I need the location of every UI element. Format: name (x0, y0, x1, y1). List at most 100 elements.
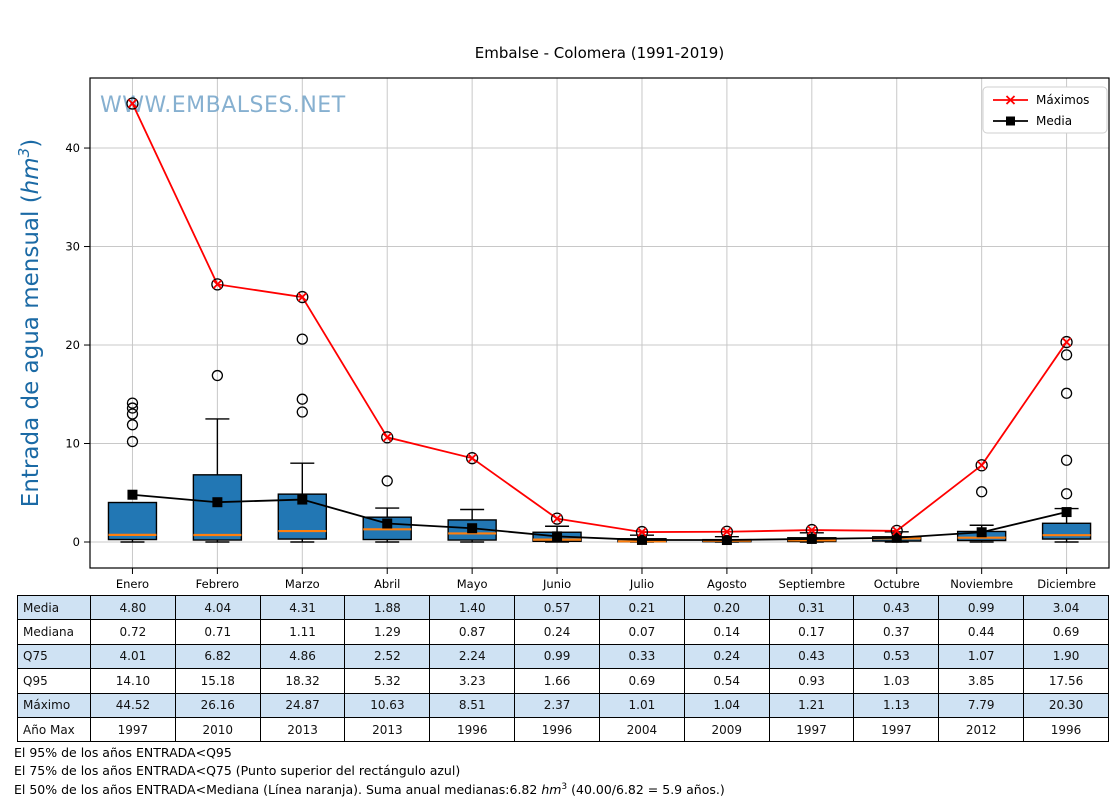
table-cell: 0.53 (853, 643, 940, 670)
watermark: WWW.EMBALSES.NET (100, 93, 346, 118)
table-cell: 3.04 (1023, 594, 1109, 621)
y-tick-label: 20 (65, 338, 80, 352)
table-cell: 1997 (768, 716, 855, 743)
table-cell: 1996 (514, 716, 600, 743)
table-cell: 1996 (1023, 716, 1109, 743)
table-cell: 2.52 (344, 643, 431, 670)
outlier-point (211, 369, 224, 382)
y-tick-label: 10 (65, 437, 80, 451)
table-cell: 1.01 (598, 692, 685, 718)
plot-frame (89, 77, 1110, 569)
note-q75: El 75% de los años ENTRADA<Q75 (Punto su… (14, 762, 461, 778)
table-cell: 0.17 (768, 619, 855, 645)
table-cell: 1.88 (344, 594, 431, 621)
legend: Máximos Media (982, 86, 1108, 134)
table-cell: 5.32 (344, 668, 431, 694)
table-cell: 0.57 (514, 594, 600, 621)
table-cell: 26.16 (174, 692, 261, 718)
media-marker (1061, 507, 1072, 518)
media-marker (806, 533, 817, 544)
table-cell: 4.01 (90, 643, 176, 670)
table-cell: 0.14 (683, 619, 770, 645)
table-cell: 0.43 (768, 643, 855, 670)
max-outlier-circle (381, 431, 394, 444)
table-row-label: Media (17, 594, 91, 621)
boxplot-diciembre (1041, 349, 1092, 543)
max-outlier-circle (1060, 335, 1073, 349)
table-cell: 0.99 (938, 594, 1025, 621)
x-tick-label: Enero (116, 577, 149, 591)
table-cell: 0.31 (768, 594, 855, 621)
footnotes: El 95% de los años ENTRADA<Q95 El 75% de… (14, 744, 725, 799)
outlier-point (1060, 488, 1073, 500)
media-marker (127, 489, 138, 500)
media-marker (636, 534, 647, 545)
outlier-point (126, 402, 139, 414)
media-marker (212, 497, 223, 508)
chart-title: Embalse - Colomera (1991-2019) (474, 44, 725, 62)
table-row-label: Mediana (17, 619, 91, 645)
outlier-point (1060, 387, 1073, 399)
table-cell: 1.11 (259, 619, 346, 645)
table-cell: 17.56 (1023, 668, 1109, 694)
media-marker (721, 535, 732, 546)
x-tick-label: Mayo (457, 577, 488, 591)
table-cell: 3.23 (429, 668, 516, 694)
x-tick-label: Febrero (196, 577, 239, 591)
table-cell: 3.85 (938, 668, 1025, 694)
table-cell: 4.31 (259, 594, 346, 621)
table-cell: 24.87 (259, 692, 346, 718)
note-mediana: El 50% de los años ENTRADA<Mediana (Líne… (14, 782, 725, 798)
table-cell: 1.66 (514, 668, 600, 694)
table-cell: 4.86 (259, 643, 346, 670)
table-cell: 1.90 (1023, 643, 1109, 670)
table-cell: 0.24 (683, 643, 770, 670)
outlier-point (381, 475, 393, 487)
boxplot-abril (362, 475, 412, 543)
table-cell: 2013 (344, 716, 431, 743)
outlier-point (126, 435, 139, 448)
x-tick-label: Junio (542, 577, 571, 591)
table-cell: 2.24 (429, 643, 516, 670)
table-row-label: Q95 (17, 668, 91, 694)
table-cell: 2012 (938, 716, 1025, 743)
x-tick-label: Abril (374, 577, 400, 591)
table-cell: 2010 (174, 716, 261, 743)
outlier-point (296, 333, 308, 345)
table-cell: 0.33 (598, 643, 685, 670)
table-cell: 1996 (429, 716, 516, 743)
max-outlier-circle (975, 459, 988, 472)
table-cell: 10.63 (344, 692, 431, 718)
x-tick-label: Septiembre (779, 577, 846, 591)
max-outlier-circle (550, 512, 564, 525)
table-cell: 0.72 (90, 619, 176, 645)
table-cell: 8.51 (429, 692, 516, 718)
outlier-point (1060, 349, 1073, 361)
table-row-label: Año Max (17, 716, 91, 743)
outlier-point (1060, 454, 1073, 466)
table-cell: 0.43 (853, 594, 940, 621)
table-cell: 2013 (259, 716, 346, 743)
media-marker (297, 494, 308, 505)
table-cell: 0.24 (514, 619, 600, 645)
x-tick-label: Agosto (707, 577, 747, 591)
table-cell: 1997 (853, 716, 940, 743)
max-outlier-circle (890, 524, 903, 538)
boxplot-febrero (192, 369, 243, 543)
table-cell: 0.99 (514, 643, 600, 670)
table-cell: 0.93 (768, 668, 855, 694)
media-marker (891, 532, 902, 543)
x-tick-label: Marzo (285, 577, 320, 591)
outlier-point (296, 406, 308, 418)
table-cell: 20.30 (1023, 692, 1109, 718)
table-cell: 1997 (90, 716, 176, 743)
legend-label-maximos: Máximos (1036, 93, 1089, 107)
x-tick-label: Diciembre (1037, 577, 1096, 591)
x-tick-label: Octubre (874, 577, 920, 591)
table-cell: 4.04 (174, 594, 261, 621)
y-tick-label: 40 (65, 141, 80, 155)
table-cell: 0.54 (683, 668, 770, 694)
maximos-line (131, 103, 1068, 533)
